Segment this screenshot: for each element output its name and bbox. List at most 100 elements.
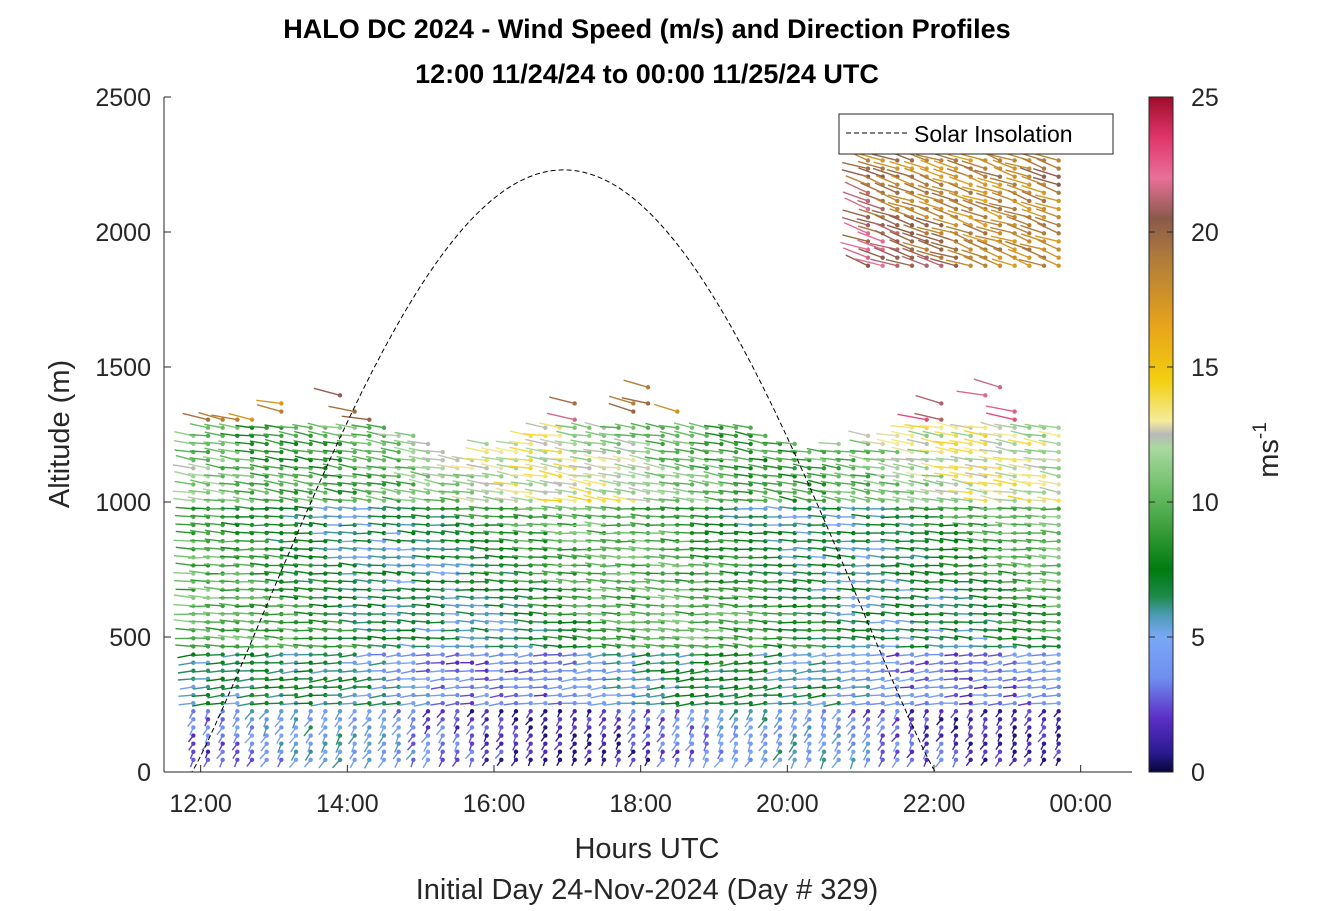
wind-vector-head [895,660,900,665]
wind-vector-shaft [571,513,590,518]
wind-vector-head [1012,709,1017,714]
wind-vector-head [352,717,357,722]
wind-vector-shaft [969,578,986,583]
wind-vector-head [381,652,387,657]
wind-vector-head [909,466,915,471]
wind-vector-head [587,684,592,690]
wind-vector-head [660,563,665,568]
wind-vector-head [381,449,387,455]
wind-vector-shaft [218,448,238,453]
wind-vector-shaft [251,524,267,527]
wind-vector-shaft [511,524,531,527]
wind-vector-shaft [851,620,869,623]
wind-vector-shaft [978,488,1001,494]
wind-vector-shaft [749,532,766,535]
wind-vector-shaft [904,182,927,194]
wind-vector-shaft [820,449,839,453]
wind-vector-shaft [867,579,883,583]
wind-vector-shaft [328,405,355,413]
wind-vector-shaft [590,661,605,664]
wind-vector-head [293,482,299,487]
wind-vector-head [763,749,768,754]
wind-vector-shaft [349,465,370,469]
wind-vector-shaft [857,231,883,243]
wind-vector-shaft [367,530,385,534]
wind-vector-head [924,190,929,196]
wind-vector-shaft [279,440,297,445]
wind-vector-shaft [876,458,898,461]
wind-vector-shaft [749,686,766,690]
wind-vector-shaft [393,472,414,478]
wind-vector-shaft [539,438,561,445]
wind-vector-shaft [734,530,751,534]
wind-vector-head [675,409,680,414]
wind-vector-head [543,482,548,487]
wind-vector-head [909,425,915,430]
wind-vector-shaft [779,572,795,575]
wind-vector-head [763,757,768,763]
wind-vector-head [1012,725,1017,730]
wind-vector-head [997,385,1003,390]
wind-vector-head [983,490,988,495]
wind-vector-shaft [983,579,1001,583]
wind-vector-shaft [425,580,443,583]
wind-vector-head [851,498,856,503]
wind-vector-shaft [659,644,678,648]
wind-vector-shaft [703,636,722,640]
wind-vector-shaft [688,507,707,510]
wind-vector-shaft [237,702,253,707]
wind-vector-head [865,239,871,244]
wind-vector-shaft [657,594,678,599]
wind-vector-shaft [983,605,1001,608]
wind-vector-shaft [630,422,649,429]
wind-vector-head [865,158,871,163]
wind-vector-shaft [203,586,223,591]
wind-vector-shaft [672,496,693,502]
wind-vector-head [631,725,636,730]
wind-vector-shaft [175,562,194,567]
wind-vector-head [616,628,621,633]
wind-vector-head [601,482,607,487]
wind-vector-shaft [762,464,781,469]
wind-vector-head [777,644,783,649]
wind-vector-head [484,684,489,690]
wind-vector-shaft [323,572,341,575]
wind-vector-shaft [232,572,253,575]
wind-vector-head [777,474,783,479]
wind-vector-shaft [352,539,370,542]
wind-vector-shaft [280,661,297,665]
wind-vector-head [880,757,885,763]
wind-vector-shaft [964,438,986,445]
wind-vector-shaft [749,702,766,707]
wind-vector-shaft [394,446,414,453]
wind-vector-head [499,725,504,730]
wind-vector-head [997,684,1003,690]
wind-vector-head [909,247,915,252]
wind-vector-head [616,466,621,471]
wind-vector-shaft [308,619,326,623]
wind-vector-shaft [569,478,590,486]
wind-vector-shaft [922,430,942,437]
wind-vector-shaft [204,522,223,526]
wind-vector-head [557,741,563,746]
wind-vector-shaft [384,579,399,583]
wind-vector-shaft [688,422,707,429]
wind-vector-head [836,749,841,754]
wind-vector-head [499,466,504,471]
wind-vector-shaft [466,474,487,478]
wind-vector-head [953,676,959,682]
wind-vector-shaft [963,481,986,486]
wind-vector-head [557,433,563,439]
wind-vector-shaft [734,661,751,665]
wind-vector-head [924,684,929,690]
wind-vector-head [880,668,885,673]
wind-vector-head [440,466,445,471]
wind-vector-shaft [497,522,517,526]
wind-vector-head [689,482,695,487]
wind-vector-shaft [864,496,883,502]
wind-vector-shaft [873,161,898,170]
wind-vector-shaft [997,637,1015,640]
wind-vector-head [968,660,973,665]
wind-vector-shaft [234,441,253,445]
wind-vector-head [748,571,753,576]
